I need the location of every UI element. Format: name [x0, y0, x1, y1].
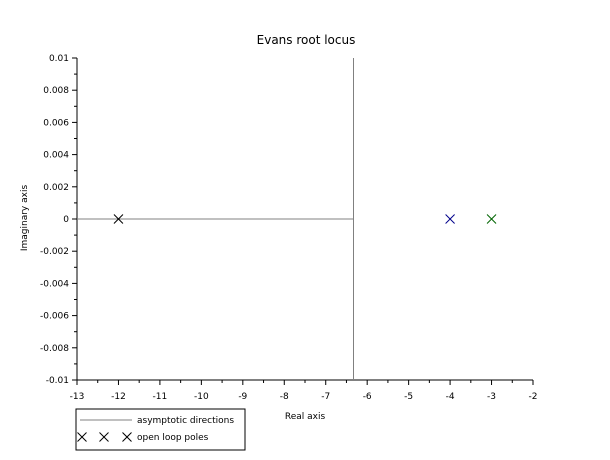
y-tick-label: -0.01	[46, 376, 69, 386]
y-axis-label: Imaginary axis	[20, 185, 30, 252]
pole-marker	[486, 214, 497, 224]
legend-x-marker	[77, 432, 87, 442]
x-tick-label: -6	[363, 392, 372, 402]
pole-marker	[113, 214, 124, 224]
legend: asymptotic directions open loop poles	[75, 408, 246, 451]
legend-label: asymptotic directions	[137, 416, 234, 426]
x-tick-label: -10	[194, 392, 209, 402]
x-tick-label: -11	[153, 392, 168, 402]
legend-label: open loop poles	[137, 433, 209, 443]
y-tick-label: 0.008	[43, 86, 69, 96]
chart-title: Evans root locus	[257, 33, 356, 47]
x-tick-label: -7	[321, 392, 330, 402]
x-tick-label: -3	[487, 392, 496, 402]
x-tick-label: -13	[70, 392, 85, 402]
legend-box	[75, 408, 246, 451]
x-tick-label: -9	[238, 392, 247, 402]
x-axis-label: Real axis	[285, 412, 326, 422]
y-tick-label: 0.01	[49, 54, 69, 64]
x-tick-label: -8	[280, 392, 289, 402]
y-tick-label: 0.004	[43, 151, 69, 161]
y-tick-label: -0.004	[40, 279, 69, 289]
y-tick-label: 0.002	[43, 183, 69, 193]
axes: -13 -12 -11 -10 -9 -8 -7 -6 -5 -4 -3 -2 -0.01 -0.008 -…	[40, 54, 538, 402]
x-tick-label: -4	[446, 392, 455, 402]
x-tick-label: -5	[404, 392, 413, 402]
pole-marker-stroke	[445, 214, 455, 224]
legend-x-marker	[99, 432, 109, 442]
legend-marker-stroke	[77, 432, 87, 442]
x-tick-label: -12	[111, 392, 126, 402]
y-tick-label: -0.006	[40, 312, 69, 322]
legend-x-marker	[122, 432, 132, 442]
pole-marker-stroke	[113, 214, 124, 224]
series	[77, 58, 497, 380]
pole-marker-stroke	[486, 214, 497, 224]
legend-marker-stroke	[122, 432, 132, 442]
x-tick-label: -2	[529, 392, 538, 402]
legend-marker-stroke	[99, 432, 109, 442]
y-tick-label: 0.006	[43, 118, 69, 128]
y-tick-label: -0.008	[40, 344, 69, 354]
y-tick-label: -0.002	[40, 247, 69, 257]
y-tick-label: 0	[63, 215, 69, 225]
pole-marker	[445, 214, 455, 224]
